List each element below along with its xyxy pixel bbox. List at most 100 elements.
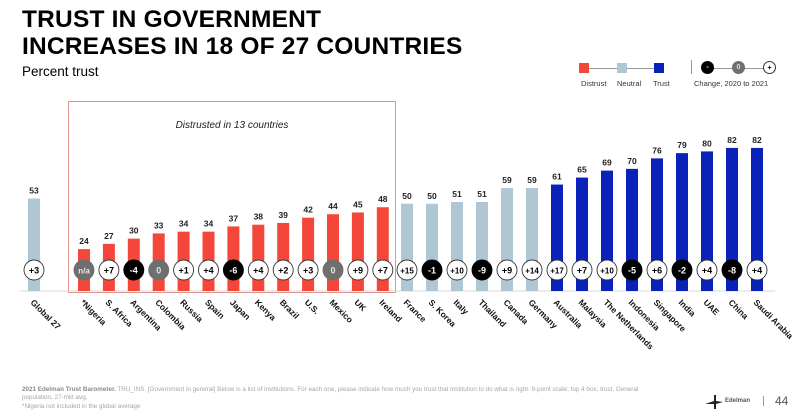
category-label: U.S. (303, 297, 322, 316)
legend-label-trust: Trust (653, 79, 670, 88)
data-label: 82 (752, 135, 762, 145)
data-label: 45 (353, 199, 363, 209)
distrust-annotation-box: Distrusted in 13 countries (68, 101, 396, 293)
data-label: 34 (179, 219, 189, 229)
change-badge (446, 259, 468, 281)
change-badge-label: +4 (752, 266, 762, 276)
data-label: 37 (229, 213, 239, 223)
change-badge-label: +10 (600, 267, 614, 276)
change-badge-label: +17 (550, 267, 564, 276)
data-label: 59 (527, 175, 537, 185)
change-badge (148, 259, 170, 281)
change-badge (496, 259, 518, 281)
data-label: 33 (154, 220, 164, 230)
change-badge-label: -5 (628, 266, 636, 276)
legend-swatch-neutral (617, 63, 627, 73)
change-badge (247, 259, 269, 281)
footer-divider (763, 396, 764, 406)
data-label: 50 (402, 191, 412, 201)
change-badge (322, 259, 344, 281)
data-label: 80 (702, 138, 712, 148)
change-badge-label: -1 (428, 266, 436, 276)
footer-source: 2021 Edelman Trust Barometer. TRU_INS. [… (22, 386, 642, 411)
change-badge (23, 259, 45, 281)
change-badge-label: +4 (253, 266, 263, 276)
edelman-logo-icon (705, 395, 723, 409)
category-label: Kenya (253, 297, 278, 322)
legend-change-negative-icon: - (701, 61, 714, 74)
change-badge (347, 259, 369, 281)
bar-7 (227, 226, 240, 291)
data-label: 65 (577, 165, 587, 175)
legend-label-change: Change, 2020 to 2021 (694, 79, 769, 88)
change-badge-label: +1 (178, 266, 188, 276)
data-label: 38 (254, 212, 264, 222)
data-label: 59 (502, 175, 512, 185)
bar-8 (252, 224, 265, 291)
data-label: 61 (552, 172, 562, 182)
legend-change-positive-icon: + (763, 61, 776, 74)
change-badge-label: +9 (502, 266, 512, 276)
bar-25 (676, 153, 688, 291)
change-badge-label: +7 (577, 266, 587, 276)
category-label: Saudi Arabia (752, 297, 796, 341)
change-badge-label: +7 (378, 266, 388, 276)
edelman-logo: Edelman (705, 395, 755, 409)
change-badge (546, 259, 568, 281)
change-badge (421, 259, 443, 281)
change-badge-label: +2 (278, 266, 288, 276)
change-badge-label: -9 (478, 266, 486, 276)
category-label: Italy (452, 297, 471, 316)
title-line-2: INCREASES IN 18 OF 27 COUNTRIES (22, 33, 463, 60)
change-badge (646, 259, 668, 281)
change-badge (721, 259, 743, 281)
change-badge-label: +7 (104, 266, 114, 276)
change-badge (173, 259, 195, 281)
change-badge-label: +15 (400, 267, 414, 276)
title-line-1: TRUST IN GOVERNMENT (22, 6, 322, 33)
change-badge-label: -8 (728, 266, 736, 276)
data-label: 53 (29, 186, 39, 196)
category-label: Ireland (377, 297, 404, 324)
change-badge (396, 259, 418, 281)
change-badge (222, 259, 244, 281)
chart-subtitle: Percent trust (22, 64, 99, 79)
footer-note: *Nigeria not included in the global aver… (22, 402, 141, 410)
change-badge-label: -4 (130, 266, 138, 276)
change-badge-label: -2 (678, 266, 686, 276)
change-badge-label: +3 (29, 266, 39, 276)
data-label: 27 (104, 231, 114, 241)
data-label: 44 (328, 201, 338, 211)
change-badge-label: +4 (203, 266, 213, 276)
change-badge (73, 259, 95, 281)
legend-swatch-distrust (579, 63, 589, 73)
change-badge-label: +3 (303, 266, 313, 276)
bar-24 (651, 158, 663, 291)
legend-separator (691, 60, 692, 74)
change-badge (571, 259, 593, 281)
category-label: Global 27 (29, 297, 63, 331)
change-badge (471, 259, 493, 281)
data-label: 51 (452, 189, 462, 199)
page-title: TRUST IN GOVERNMENT INCREASES IN 18 OF 2… (22, 6, 463, 60)
bar-28 (751, 147, 763, 291)
data-label: 76 (652, 145, 662, 155)
category-label: UAE (702, 297, 722, 317)
category-label: Mexico (328, 297, 355, 324)
change-badge (696, 259, 718, 281)
chart-legend: Distrust Neutral Trust - 0 + Change, 202… (570, 58, 800, 94)
category-label: India (677, 297, 698, 318)
bar-27 (726, 147, 738, 291)
edelman-logo-text: Edelman (725, 398, 751, 404)
change-badge-label: +4 (702, 266, 712, 276)
change-badge-label: 0 (330, 266, 335, 276)
data-label: 79 (677, 140, 687, 150)
data-label: 30 (129, 226, 139, 236)
change-badge-label: +6 (652, 266, 662, 276)
page-number: 44 (775, 394, 789, 408)
change-badge-label: +14 (525, 267, 539, 276)
legend-change-zero-icon: 0 (732, 61, 745, 74)
footer-source-text: TRU_INS. [Government in general] Below i… (22, 386, 639, 402)
change-badge (621, 259, 643, 281)
bar-9 (277, 222, 290, 291)
